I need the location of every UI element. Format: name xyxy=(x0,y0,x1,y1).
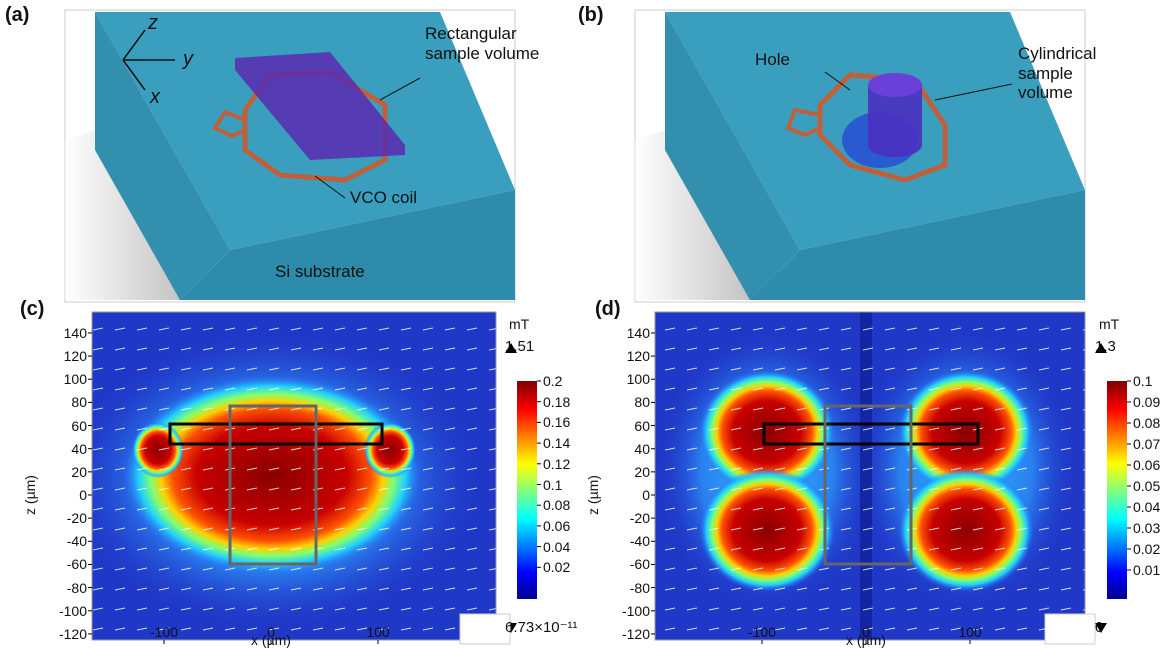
y-tick-label: 140 xyxy=(627,325,650,341)
y-tick-label: -60 xyxy=(67,556,87,572)
annotation: Cylindrical sample volume xyxy=(1018,44,1108,103)
y-tick-label: -80 xyxy=(67,580,87,596)
colorbar-tick-label: 0.1 xyxy=(543,477,562,493)
colorbar-tick-label: 0.18 xyxy=(543,394,570,410)
colorbar-tick-label: 0.1 xyxy=(1133,373,1152,389)
y-tick-label: 0 xyxy=(642,487,650,503)
annotation: Rectangular sample volume xyxy=(425,24,545,63)
colorbar-tick-label: 0.02 xyxy=(543,559,570,575)
colorbar-tick-label: 0.06 xyxy=(543,518,570,534)
colorbar-tick-label: 0.06 xyxy=(1133,457,1160,473)
y-tick-label: 60 xyxy=(71,418,87,434)
cylinder-top xyxy=(868,73,922,97)
colorbar-unit: mT xyxy=(509,316,529,332)
y-tick-label: -60 xyxy=(630,556,650,572)
colorbar-tick-label: 0.04 xyxy=(543,539,570,555)
x-tick-label: -100 xyxy=(748,624,776,640)
y-tick-label: 20 xyxy=(71,464,87,480)
panel-label: (a) xyxy=(5,4,29,27)
y-tick-label: -20 xyxy=(630,510,650,526)
colorbar-max: 1.3 xyxy=(1095,338,1116,355)
colorbar-max: 1.51 xyxy=(505,338,534,355)
y-tick-label: -40 xyxy=(67,533,87,549)
colorbar-tick-label: 0.14 xyxy=(543,435,570,451)
axis-name: z xyxy=(148,12,158,35)
y-tick-label: -120 xyxy=(622,626,650,642)
colorbar-tick-label: 0.12 xyxy=(543,456,570,472)
y-tick-label: 100 xyxy=(64,371,87,387)
y-axis-label: z (µm) xyxy=(585,475,601,515)
y-tick-label: -120 xyxy=(59,626,87,642)
colorbar-tick-label: 0.09 xyxy=(1133,394,1160,410)
annotation: Hole xyxy=(755,50,790,70)
y-tick-label: 80 xyxy=(71,394,87,410)
colorbar-tick-label: 0.02 xyxy=(1133,541,1160,557)
colorbar-unit: mT xyxy=(1099,316,1119,332)
colorbar-tick-label: 0.03 xyxy=(1133,520,1160,536)
colorbar-min: 6.73×10⁻¹¹ xyxy=(505,619,578,636)
x-tick-label: 100 xyxy=(366,624,389,640)
colorbar-tick-label: 0.07 xyxy=(1133,436,1160,452)
panel-label: (d) xyxy=(595,298,621,321)
colorbar xyxy=(517,381,537,599)
annotation: Si substrate xyxy=(275,262,365,282)
x-tick-label: 100 xyxy=(958,624,981,640)
blank-box xyxy=(460,614,510,644)
axis-name: x xyxy=(150,86,160,109)
blank-box xyxy=(1045,614,1095,644)
colorbar-tick-label: 0.05 xyxy=(1133,478,1160,494)
y-tick-label: -80 xyxy=(630,580,650,596)
field-arrows xyxy=(92,312,496,640)
y-tick-label: 140 xyxy=(64,325,87,341)
y-tick-label: 120 xyxy=(627,348,650,364)
field-map xyxy=(62,312,496,640)
y-tick-label: 100 xyxy=(627,371,650,387)
x-axis-label: x (µm) xyxy=(251,632,291,648)
y-tick-label: -100 xyxy=(59,603,87,619)
colorbar-tick-label: 0.2 xyxy=(543,373,562,389)
y-tick-label: 40 xyxy=(71,441,87,457)
panel-label: (b) xyxy=(578,4,604,27)
y-tick-label: 20 xyxy=(634,464,650,480)
annotation: VCO coil xyxy=(350,188,417,208)
colorbar xyxy=(1107,381,1127,599)
y-tick-label: 80 xyxy=(634,394,650,410)
figure: (a) (b) (c) (d) z yx Rectangular sample volume… xyxy=(0,0,1166,650)
y-tick-label: 120 xyxy=(64,348,87,364)
y-tick-label: 0 xyxy=(79,487,87,503)
field-map xyxy=(655,312,1085,640)
axis-name: y xyxy=(183,48,193,71)
colorbar-tick-label: 0.16 xyxy=(543,414,570,430)
colorbar-min: 0 xyxy=(1095,619,1103,636)
y-tick-label: -20 xyxy=(67,510,87,526)
y-tick-label: 60 xyxy=(634,418,650,434)
x-tick-label: -100 xyxy=(150,624,178,640)
colorbar-tick-label: 0.08 xyxy=(1133,415,1160,431)
colorbar-tick-label: 0.01 xyxy=(1133,562,1160,578)
y-axis-label: z (µm) xyxy=(22,475,38,515)
colorbar-tick-label: 0.08 xyxy=(543,497,570,513)
field-arrows xyxy=(655,312,1085,640)
colorbar-tick-label: 0.04 xyxy=(1133,499,1160,515)
y-tick-label: 40 xyxy=(634,441,650,457)
y-tick-label: -40 xyxy=(630,533,650,549)
panel-label: (c) xyxy=(20,298,44,321)
x-axis-label: x (µm) xyxy=(846,632,886,648)
figure-graphics xyxy=(0,0,1166,650)
y-tick-label: -100 xyxy=(622,603,650,619)
